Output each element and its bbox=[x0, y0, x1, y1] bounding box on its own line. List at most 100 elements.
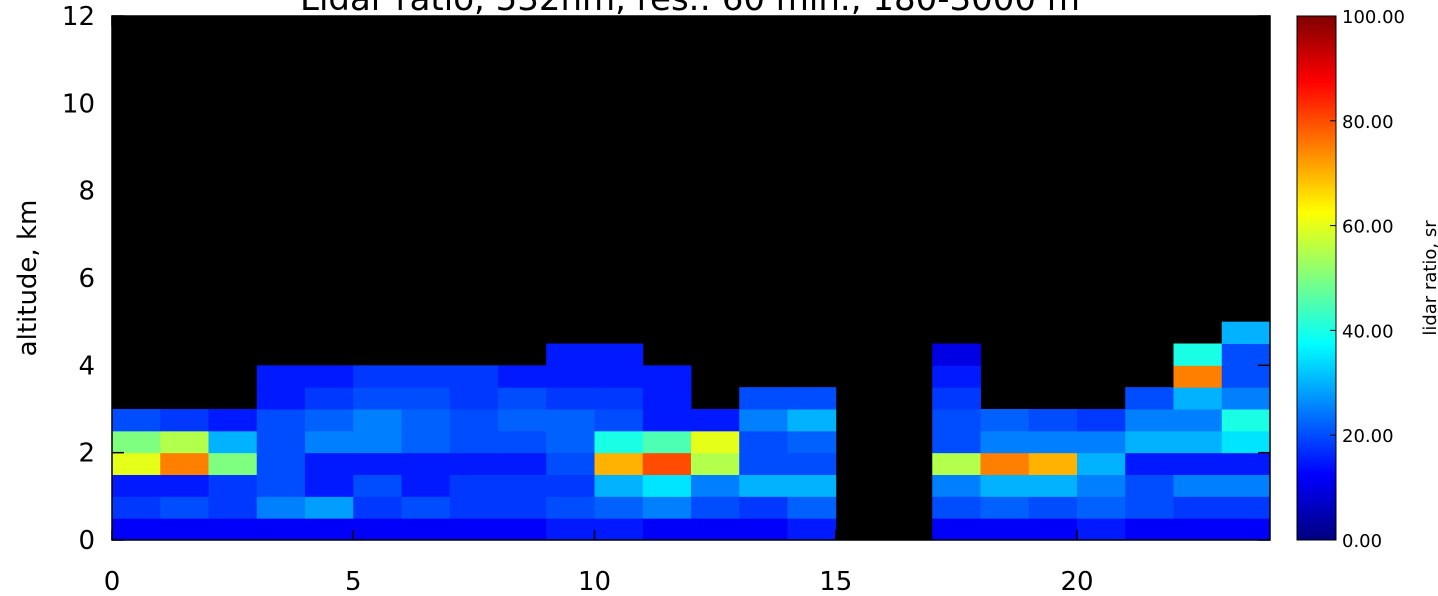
heat-cell bbox=[787, 387, 837, 410]
heat-cell bbox=[1173, 430, 1223, 454]
heat-cell bbox=[1173, 496, 1223, 519]
colorbar-label: lidar ratio, sr bbox=[1420, 220, 1438, 336]
heat-cell bbox=[112, 409, 161, 432]
y-tick-label: 2 bbox=[78, 439, 95, 469]
heat-cell bbox=[546, 430, 595, 454]
heat-cell bbox=[449, 387, 499, 410]
heat-cell bbox=[642, 409, 692, 432]
x-tick-label: 20 bbox=[1060, 567, 1093, 596]
heat-cell bbox=[739, 452, 788, 475]
heat-cell bbox=[1077, 430, 1126, 454]
heat-cell bbox=[787, 452, 837, 475]
heat-cell bbox=[498, 518, 547, 541]
y-tick-label: 6 bbox=[78, 264, 95, 294]
heat-cell bbox=[160, 452, 209, 475]
heat-cell bbox=[691, 430, 740, 454]
heat-cell bbox=[256, 518, 306, 541]
heat-cell bbox=[498, 430, 547, 454]
heat-cell bbox=[594, 430, 644, 454]
heat-cell bbox=[160, 430, 209, 454]
heat-cell bbox=[787, 430, 837, 454]
heat-cell bbox=[449, 518, 499, 541]
heat-cell bbox=[932, 518, 981, 541]
heat-cell bbox=[1077, 452, 1126, 475]
heat-cell bbox=[160, 518, 209, 541]
heat-cell bbox=[1077, 409, 1126, 432]
heat-cell bbox=[546, 452, 595, 475]
heat-cell bbox=[160, 409, 209, 432]
heat-cell bbox=[546, 343, 595, 366]
heat-cell bbox=[1077, 496, 1126, 519]
heat-cell bbox=[305, 387, 354, 410]
colorbar-tick-label: 100.00 bbox=[1342, 7, 1405, 28]
heat-cell bbox=[1125, 518, 1174, 541]
heat-cell bbox=[642, 518, 692, 541]
heat-cell bbox=[1221, 430, 1271, 454]
heat-cell bbox=[112, 496, 161, 519]
heat-cell bbox=[546, 496, 595, 519]
heat-cell bbox=[256, 452, 306, 475]
heat-cell bbox=[546, 409, 595, 432]
heat-cell bbox=[1221, 474, 1271, 497]
heat-cell bbox=[401, 365, 451, 388]
heat-cell bbox=[112, 452, 161, 475]
heat-cell bbox=[691, 518, 740, 541]
heat-cell bbox=[353, 452, 402, 475]
heat-cell bbox=[1028, 518, 1078, 541]
heat-cell bbox=[305, 452, 354, 475]
heat-cell bbox=[691, 452, 740, 475]
heat-cell bbox=[305, 365, 354, 388]
heat-cell bbox=[449, 452, 499, 475]
x-tick-label: 5 bbox=[345, 567, 362, 596]
heat-cell bbox=[353, 387, 402, 410]
heat-cell bbox=[739, 474, 788, 497]
heat-cell bbox=[256, 387, 306, 410]
heat-cell bbox=[256, 496, 306, 519]
heat-cell bbox=[787, 496, 837, 519]
heat-cell bbox=[932, 343, 981, 366]
heat-cell bbox=[112, 474, 161, 497]
heat-cell bbox=[1125, 452, 1174, 475]
heat-cell bbox=[1173, 387, 1223, 410]
heat-cell bbox=[1125, 496, 1174, 519]
heat-cell bbox=[112, 518, 161, 541]
heat-cell bbox=[208, 452, 258, 475]
heat-cell bbox=[353, 474, 402, 497]
heat-cell bbox=[401, 496, 451, 519]
colorbar bbox=[1296, 15, 1337, 541]
heat-cell bbox=[594, 496, 644, 519]
heat-cell bbox=[353, 496, 402, 519]
x-tick-label: 10 bbox=[578, 567, 611, 596]
heat-cell bbox=[1221, 343, 1271, 366]
heat-cell bbox=[932, 474, 981, 497]
heat-cell bbox=[449, 409, 499, 432]
heat-cell bbox=[932, 365, 981, 388]
heat-cell bbox=[449, 474, 499, 497]
heat-cell bbox=[1125, 430, 1174, 454]
heat-cell bbox=[691, 409, 740, 432]
heat-cell bbox=[980, 452, 1030, 475]
heat-cell bbox=[1028, 474, 1078, 497]
heat-cell bbox=[208, 409, 258, 432]
heat-cell bbox=[305, 518, 354, 541]
heat-cell bbox=[498, 474, 547, 497]
colorbar-tick-label: 40.00 bbox=[1342, 321, 1394, 342]
heat-cell bbox=[160, 474, 209, 497]
heat-cell bbox=[208, 474, 258, 497]
heat-cell bbox=[1028, 452, 1078, 475]
heat-cell bbox=[932, 452, 981, 475]
heat-cell bbox=[546, 387, 595, 410]
colorbar-tick-label: 0.00 bbox=[1342, 531, 1382, 552]
heat-cell bbox=[256, 474, 306, 497]
heat-cell bbox=[594, 387, 644, 410]
heat-cell bbox=[932, 496, 981, 519]
heat-cell bbox=[1173, 409, 1223, 432]
heat-cell bbox=[546, 474, 595, 497]
heat-cell bbox=[401, 474, 451, 497]
heat-cell bbox=[1028, 496, 1078, 519]
heat-cell bbox=[449, 496, 499, 519]
heat-cell bbox=[256, 430, 306, 454]
heat-cell bbox=[305, 474, 354, 497]
